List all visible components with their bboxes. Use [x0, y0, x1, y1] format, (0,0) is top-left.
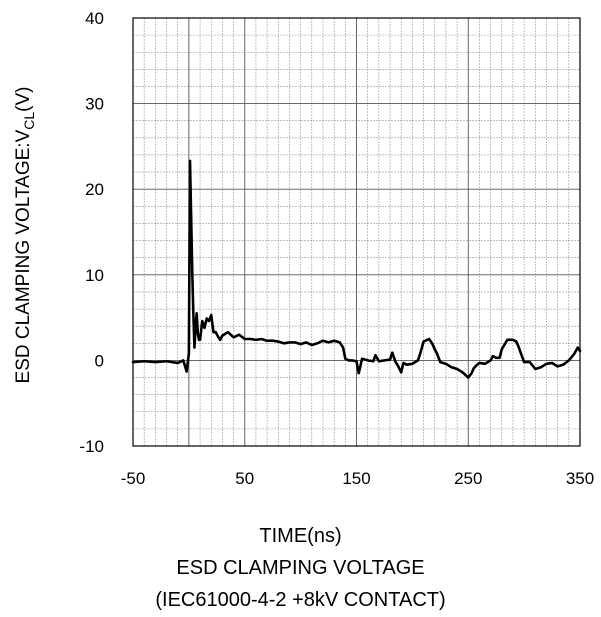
caption-condition: (IEC61000-4-2 +8kV CONTACT): [155, 589, 446, 611]
y-tick-label: -10: [79, 437, 104, 456]
x-tick-label: 250: [454, 469, 482, 488]
caption-title: ESD CLAMPING VOLTAGE: [176, 557, 425, 579]
y-tick-labels: -10 0 10 20 30 40: [79, 9, 104, 456]
y-tick-label: 20: [85, 180, 104, 199]
y-axis-label: ESD CLAMPING VOLTAGE:VCL(V): [13, 87, 37, 384]
y-tick-label: 0: [95, 351, 104, 370]
y-axis-label-subscript: CL: [21, 112, 37, 130]
x-tick-label: 350: [566, 469, 594, 488]
y-tick-label: 30: [85, 95, 104, 114]
y-axis-label-prefix: ESD CLAMPING VOLTAGE:V: [13, 129, 34, 383]
x-tick-label: 50: [235, 469, 254, 488]
x-tick-labels: -50 50 150 250 350: [121, 469, 594, 488]
x-tick-label: 150: [342, 469, 370, 488]
x-axis-label: TIME(ns): [259, 525, 342, 547]
y-tick-label: 40: [85, 9, 104, 28]
x-tick-label: -50: [121, 469, 146, 488]
series-line: [131, 159, 582, 379]
plot-frame: [132, 17, 581, 447]
y-axis-label-suffix: (V): [13, 87, 34, 112]
y-tick-label: 10: [85, 266, 104, 285]
